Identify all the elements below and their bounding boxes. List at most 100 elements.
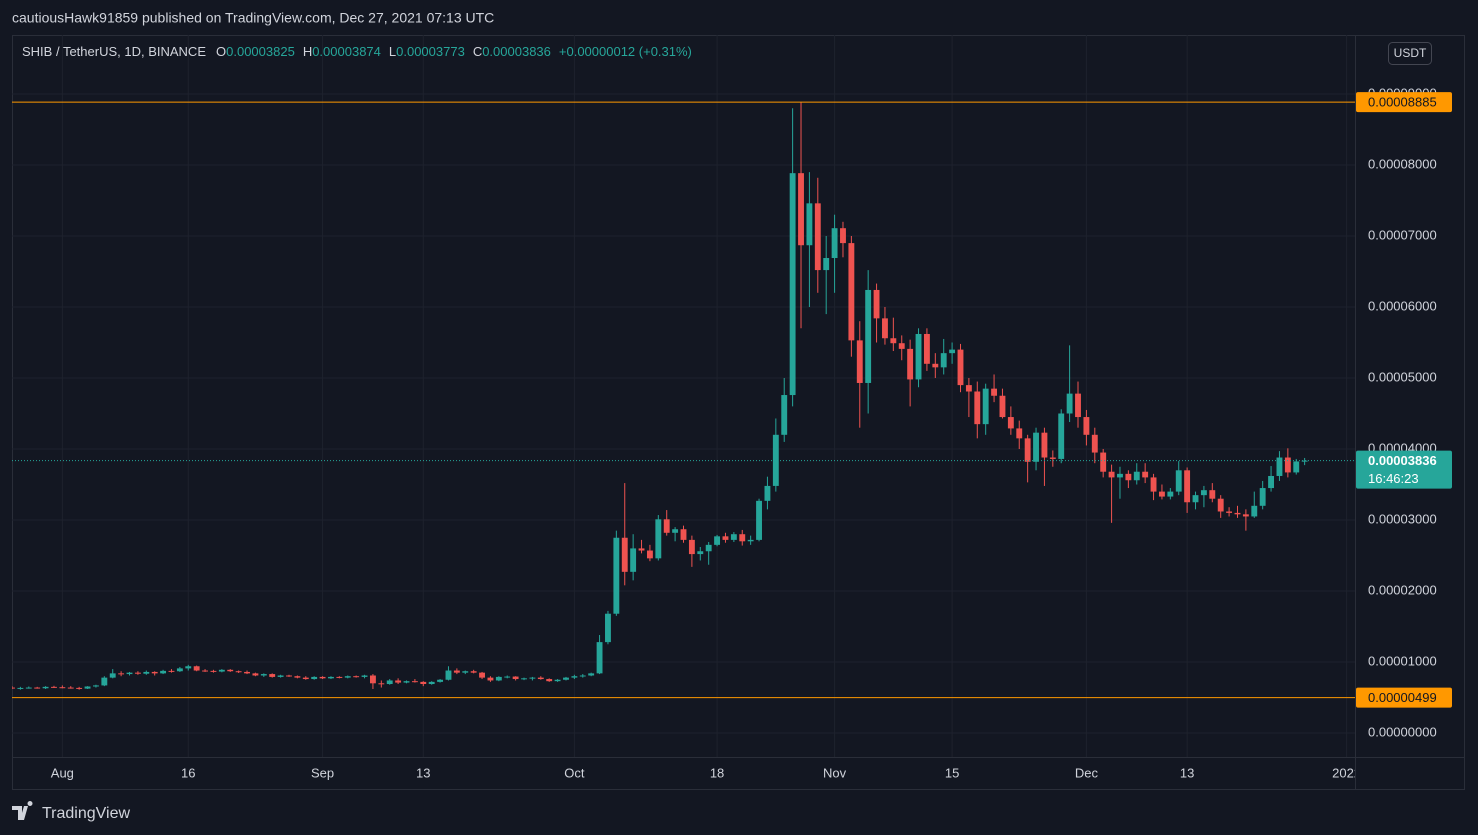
logo: TradingView — [12, 801, 130, 822]
candle-body — [588, 673, 595, 676]
candle-body — [1142, 471, 1149, 478]
published-note: cautiousHawk91859 published on TradingVi… — [12, 10, 494, 26]
currency[interactable]: USDT — [1394, 46, 1427, 60]
candle-body — [42, 686, 49, 689]
candle-body — [1133, 471, 1140, 481]
candle-body — [1268, 475, 1275, 489]
candle-body — [244, 671, 250, 674]
candle-body — [479, 672, 485, 678]
candle-body — [848, 243, 855, 341]
legend: SHIB / TetherUS, 1D, BINANCE O0.00003825 H… — [22, 44, 692, 59]
candle-body — [344, 676, 351, 678]
candle-body — [1167, 491, 1174, 497]
candle-body — [722, 536, 729, 540]
candle-body — [1284, 457, 1291, 473]
candle-body — [756, 500, 762, 540]
candle-body — [260, 674, 267, 676]
candle-body — [126, 672, 133, 675]
candle-body — [697, 551, 704, 555]
candle-body — [521, 678, 527, 680]
candle-body — [739, 534, 746, 542]
candle-body — [76, 687, 83, 689]
candle-body — [537, 677, 544, 680]
candle-body — [1192, 495, 1199, 503]
candle-body — [873, 289, 880, 319]
last-price-label: 0.00003836 — [1368, 453, 1437, 468]
candle-body — [672, 529, 679, 533]
ohlc-label: C — [473, 44, 482, 59]
candle-body — [361, 675, 368, 677]
y-tick-label: 0.00008000 — [1368, 156, 1437, 171]
candle-body — [353, 676, 360, 678]
candle-body — [286, 675, 292, 677]
chart-frame — [12, 35, 1465, 790]
candle-body — [25, 687, 32, 689]
currency-button[interactable] — [1388, 42, 1432, 65]
candle-body — [453, 670, 460, 673]
candle-body — [730, 534, 737, 540]
candle-body — [772, 434, 779, 486]
candle-body — [1083, 417, 1090, 435]
candle-body — [546, 679, 553, 682]
candle-body — [1226, 511, 1233, 513]
candle-body — [579, 675, 586, 677]
candle-body — [302, 677, 309, 680]
close-value: 0.00003836 — [482, 44, 551, 59]
candle-body — [982, 388, 989, 425]
candle-body — [59, 687, 66, 689]
candle-body — [747, 539, 754, 542]
ohlc-label: O — [216, 44, 226, 59]
candle-body — [185, 666, 192, 669]
candle-body — [764, 485, 771, 501]
candle-body — [940, 353, 947, 368]
candle-body — [890, 338, 897, 344]
candle-body — [109, 673, 116, 678]
x-tick-label: Dec — [1075, 765, 1099, 780]
candle-body — [806, 203, 813, 246]
x-tick-label: 13 — [1180, 765, 1194, 780]
candle-body — [596, 642, 603, 674]
candle-body — [882, 318, 888, 339]
candle-body — [92, 685, 99, 687]
candle-body — [680, 529, 687, 540]
candle-body — [1159, 491, 1165, 497]
candle-body — [831, 228, 838, 259]
candle-body — [957, 349, 964, 386]
candle-body — [235, 671, 242, 673]
candle-body — [1091, 434, 1098, 453]
candle-body — [907, 348, 914, 380]
candle-body — [638, 548, 645, 551]
y-tick-label: 0.00000000 — [1368, 724, 1437, 739]
candle-body — [1117, 473, 1123, 478]
y-tick-label: 0.00002000 — [1368, 582, 1437, 597]
candle-body — [143, 671, 150, 674]
candle-body — [319, 676, 326, 679]
horizontal-line-label: 0.00008885 — [1368, 95, 1437, 110]
y-tick-label: 0.00006000 — [1368, 298, 1437, 313]
candle-body — [1150, 477, 1157, 492]
candle-body — [554, 679, 561, 682]
candle-body — [1175, 470, 1182, 492]
candle-body — [176, 668, 183, 672]
x-tick-label: 18 — [710, 765, 724, 780]
horizontal-line-label-box — [1356, 687, 1452, 708]
countdown: 16:46:23 — [1368, 471, 1419, 486]
x-tick-label: Nov — [823, 765, 847, 780]
candle-body — [1108, 471, 1115, 478]
x-tick-label: 16 — [181, 765, 195, 780]
candle-body — [856, 340, 863, 383]
logo-text: TradingView — [42, 805, 130, 822]
x-tick-label: 2022 — [1332, 765, 1361, 780]
x-tick-label: Oct — [564, 765, 585, 780]
candle-body — [915, 333, 922, 380]
candle-body — [470, 671, 477, 673]
candle-body — [1184, 470, 1191, 503]
y-tick-label: 0.00005000 — [1368, 369, 1437, 384]
plot-area — [12, 101, 1355, 699]
candle-body — [949, 349, 956, 354]
candle-body — [487, 677, 494, 681]
horizontal-line-label: 0.00000499 — [1368, 690, 1437, 705]
candle-body — [495, 676, 502, 681]
candle-body — [798, 173, 804, 246]
